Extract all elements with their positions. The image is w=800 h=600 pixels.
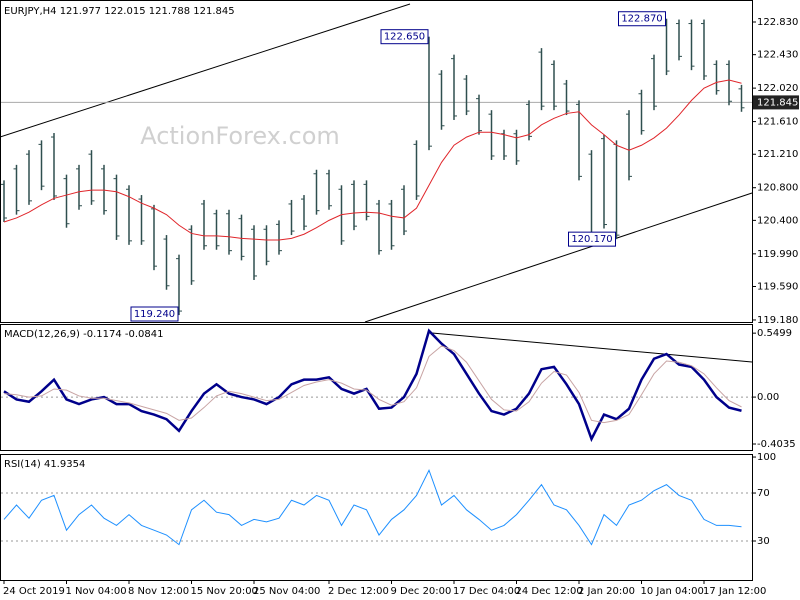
x-tick-label: 2 Jan 20:00 [578,586,635,597]
y-tick-label: 120.400 [757,215,798,226]
trend-line [364,192,753,323]
y-tick-label: 122.830 [757,17,798,28]
macd-frame [0,324,753,451]
x-tick-label: 17 Dec 04:00 [453,586,520,597]
annotation-box [380,29,429,45]
x-tick-label: 15 Nov 20:00 [191,586,258,597]
annotation-label: 119.240 [134,309,175,320]
annotation-label: 122.650 [384,32,425,43]
panel-title: RSI(14) 41.9354 [4,459,85,470]
annotation-box [568,231,616,247]
y-tick-label: 119.990 [757,249,798,260]
x-tick-label: 17 Jan 12:00 [703,586,766,597]
x-tick-label: 25 Nov 04:00 [253,586,320,597]
x-tick-label: 1 Nov 04:00 [66,586,127,597]
x-tick-label: 8 Nov 12:00 [128,586,189,597]
x-tick-label: 2 Dec 12:00 [328,586,389,597]
y-tick-label: 30 [757,536,770,547]
last-price-label: 121.845 [757,97,798,108]
y-tick-label: 70 [757,488,770,499]
y-tick-label: 119.180 [757,315,798,326]
y-tick-label: 100 [757,452,776,463]
y-tick-label: 0.5499 [757,328,792,339]
y-tick-label: 120.800 [757,183,798,194]
y-tick-label: 119.590 [757,281,798,292]
watermark: ActionForex.com [140,122,340,150]
panel-title: MACD(12,26,9) -0.1174 -0.0841 [4,329,164,340]
series-line [3,79,742,241]
last-price-box [753,95,799,110]
y-tick-label: 121.610 [757,117,798,128]
x-tick-label: 9 Dec 20:00 [391,586,452,597]
price-frame [0,0,753,323]
y-tick-label: 121.210 [757,149,798,160]
series-line [3,328,742,443]
x-tick-label: 24 Dec 12:00 [516,586,583,597]
y-tick-label: -0.4035 [757,439,796,450]
x-tick-label: 24 Oct 2019 [3,586,65,597]
y-tick-label: 122.020 [757,83,798,94]
trend-line [0,3,411,138]
annotation-box [130,306,179,322]
y-tick-label: 0.00 [757,392,779,403]
trend-line [431,332,753,363]
x-tick-label: 10 Jan 04:00 [641,586,704,597]
series-line [3,345,742,424]
annotation-box [618,11,666,27]
annotation-label: 120.170 [571,234,612,245]
annotation-label: 122.870 [621,14,662,25]
y-tick-label: 122.430 [757,50,798,61]
series-line [3,468,742,546]
rsi-frame [0,454,753,581]
panel-title: EURJPY,H4 121.977 122.015 121.788 121.84… [4,6,235,17]
